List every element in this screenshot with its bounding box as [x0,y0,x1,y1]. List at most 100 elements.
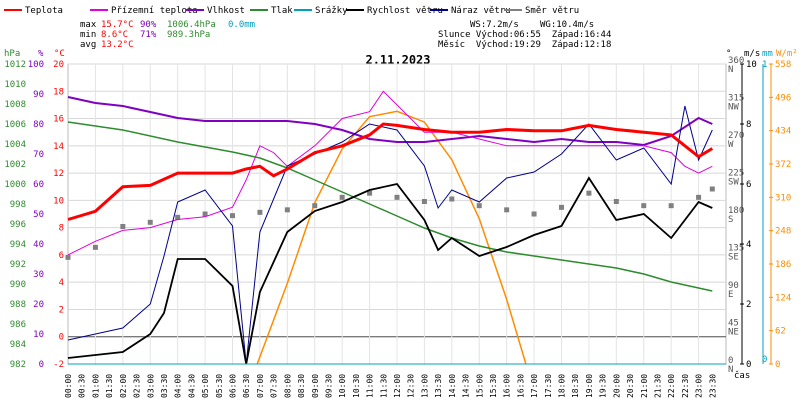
tick-label-hpa: 1004 [4,140,26,150]
point-wind-direction [586,190,592,196]
tick-label-hpa: 988 [10,300,26,310]
time-tick-label: 03:30 [160,374,169,398]
tick-label-pct: 40 [33,240,44,250]
time-tick-label: 00:30 [78,374,87,398]
point-wind-direction [504,207,510,213]
series-ground-temperature [67,90,713,256]
time-tick-label: 18:30 [571,374,580,398]
time-tick-label: 08:00 [283,374,292,398]
tick-label-dir: W [728,140,734,150]
time-tick-label: 14:00 [448,374,457,398]
tick-label-deg: 360 [728,56,744,66]
time-tick-label: 01:00 [91,374,100,398]
tick-label-pct: 20 [33,300,44,310]
stat-max-label: max [80,20,97,30]
time-tick-label: 17:00 [530,374,539,398]
time-tick-label: 12:30 [407,374,416,398]
tick-label-hpa: 982 [10,360,26,370]
point-wind-direction [559,204,564,210]
tick-label-ms: 8 [746,120,751,130]
stat-max-press: 1006.4hPa [167,20,216,30]
point-wind-direction [202,211,208,217]
time-tick-label: 03:00 [146,374,155,398]
tick-label-pct: 60 [33,180,44,190]
tick-label-pct: 30 [33,270,44,280]
time-tick-label: 09:00 [311,374,320,398]
time-tick-label: 04:30 [187,374,196,398]
axis-unit-pct: % [38,49,44,59]
tick-label-wm2: 186 [775,260,791,270]
point-wind-direction [531,211,537,217]
tick-label-hpa: 998 [10,200,26,210]
time-tick-label: 02:00 [119,374,128,398]
tick-label-dir: N [728,65,733,75]
tick-label-degc: 18 [53,87,64,97]
time-tick-label: 10:30 [352,374,361,398]
tick-label-ms: 0 [746,360,751,370]
tick-label-wm2: 558 [775,60,791,70]
tick-label-degc: 14 [53,142,64,152]
point-wind-direction [613,199,619,204]
point-wind-direction [284,207,290,213]
time-tick-label: 12:00 [393,374,402,398]
tick-label-wm2: 496 [775,93,791,103]
axis-unit-degc: °C [54,49,65,59]
tick-label-degc: 16 [53,115,64,125]
tick-label-degc: 12 [53,169,64,179]
wg-text: WG:10.4m/s [540,20,594,30]
tick-label-hpa: 986 [10,320,26,330]
time-tick-label: 02:30 [133,374,142,398]
time-tick-label: 06:30 [242,374,251,398]
legend-label-rychlost: Rychlost větru [367,6,443,16]
point-wind-direction [257,209,263,215]
series-humidity [67,96,713,147]
tick-label-deg: 45 [728,319,739,329]
time-tick-label: 16:00 [503,374,512,398]
legend-label-smer: Směr větru [525,6,579,16]
time-tick-label: 07:00 [256,374,265,398]
tick-label-hpa: 1000 [4,180,26,190]
tick-label-wm2: 434 [775,127,791,137]
legend: Teplota Přízemní teplota Vlhkost Tlak Srážky… [4,6,579,16]
time-tick-label: 20:30 [626,374,635,398]
time-tick-label: 00:00 [64,374,73,398]
time-tick-label: 23:30 [708,374,717,398]
point-wind-direction [120,224,126,229]
stat-min-hum: 71% [140,30,157,40]
series-wind-speed [67,176,713,365]
moon-text: Měsíc Východ:19:29 Západ:12:18 [438,40,611,50]
tick-label-hpa: 1010 [4,80,26,90]
time-tick-label: 05:00 [201,374,210,398]
tick-label-mm: 0 [762,355,767,365]
point-wind-direction [668,203,674,209]
tick-label-degc: 8 [59,224,64,234]
time-tick-label: 17:30 [544,374,553,398]
stat-max-hum: 90% [140,20,157,30]
ws-text: WS:7.2m/s [470,20,519,30]
axis-unit-mm: mm [762,49,773,59]
tick-label-pct: 100 [28,60,44,70]
time-tick-label: 18:00 [558,374,567,398]
plot-area [65,90,726,365]
time-tick-label: 13:00 [420,374,429,398]
tick-label-wm2: 372 [775,160,791,170]
point-wind-direction [641,203,647,209]
stat-min-press: 989.3hPa [167,30,210,40]
axis-unit-ms: m/s [744,49,760,59]
tick-label-deg: 180 [728,206,744,216]
tick-label-degc: 20 [53,60,64,70]
time-tick-label: 16:30 [516,374,525,398]
tick-label-dir: NW [728,103,739,113]
tick-label-dir: E [728,290,733,300]
point-wind-direction [394,194,400,200]
tick-label-pct: 50 [33,210,44,220]
series-solar-radiation [256,110,527,365]
time-tick-label: 15:30 [489,374,498,398]
stat-max-temp: 15.7°C [101,20,134,30]
point-wind-direction [709,186,715,192]
stats-block: max 15.7°C 90% 1006.4hPa 0.0mm min 8.6°C… [80,20,255,50]
time-tick-label: 14:30 [462,374,471,398]
axis-unit-hpa: hPa [4,49,20,59]
time-tick-label: 23:00 [695,374,704,398]
time-tick-label: 04:00 [174,374,183,398]
